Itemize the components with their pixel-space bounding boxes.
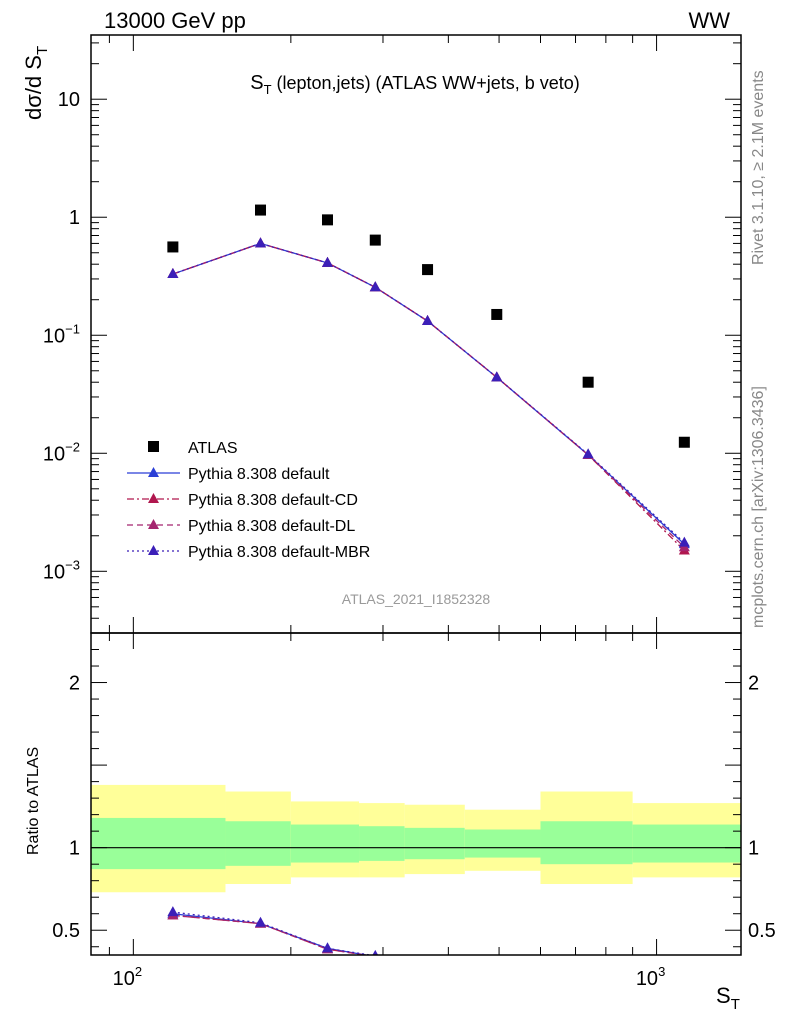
process-label: WW <box>688 8 730 33</box>
x-axis-label: ST <box>716 983 740 1013</box>
ratio-series-marker <box>167 906 179 917</box>
uncertainty-band-inner <box>632 824 741 863</box>
uncertainty-band-inner <box>359 826 405 861</box>
analysis-tag: ATLAS_2021_I1852328 <box>342 591 491 607</box>
uncertainty-band-inner <box>540 821 633 865</box>
series-marker <box>678 536 690 547</box>
uncertainty-band-inner <box>91 817 226 870</box>
legend: ATLAS Pythia 8.308 default Pythia 8.308 de… <box>127 440 370 561</box>
main-title-subscript: T <box>264 82 272 97</box>
ratio-y-tick-label-right: 1 <box>748 838 759 860</box>
rivet-version-label: Rivet 3.1.10, ≥ 2.1M events <box>750 70 767 265</box>
x-tick-label: 103 <box>636 964 665 990</box>
x-tick-label-base: 10 <box>636 968 658 990</box>
y-tick-label-base: 10 <box>43 561 65 583</box>
x-axis-label-subscript: T <box>731 996 740 1013</box>
ratio-series-marker <box>255 916 267 927</box>
uncertainty-band-inner <box>464 829 541 858</box>
uncertainty-band-inner <box>404 827 465 860</box>
atlas-data-point <box>167 241 179 253</box>
ratio-y-axis-label: Ratio to ATLAS <box>25 747 42 855</box>
atlas-data-point <box>422 264 434 276</box>
y-tick-label-exponent: −3 <box>65 557 80 572</box>
series-marker <box>369 281 381 292</box>
ratio-y-tick-label: 0.5 <box>52 920 80 942</box>
y-tick-label-base: 10 <box>43 443 65 465</box>
atlas-data-point <box>321 214 333 226</box>
uncertainty-band-inner <box>225 821 291 866</box>
legend-marker <box>148 545 159 555</box>
series-marker <box>255 237 267 248</box>
energy-label: 13000 GeV pp <box>104 8 246 33</box>
y-axis-label-main: dσ/d S <box>21 55 46 120</box>
y-tick-label: 10−2 <box>43 439 80 465</box>
main-title: ST (lepton,jets) (ATLAS WW+jets, b veto) <box>250 72 580 97</box>
series-marker <box>491 371 503 382</box>
main-title-text: (lepton,jets) (ATLAS WW+jets, b veto) <box>272 73 580 93</box>
series-line <box>172 242 685 551</box>
series-marker <box>167 268 179 279</box>
series-marker <box>321 256 333 267</box>
series-marker <box>582 448 594 459</box>
ratio-series-marker <box>321 942 333 953</box>
legend-label: Pythia 8.308 default-MBR <box>188 544 370 561</box>
atlas-data-point <box>255 204 267 216</box>
legend-label: ATLAS <box>188 440 238 457</box>
mcplots-label: mcplots.cern.ch [arXiv:1306.3436] <box>750 386 767 628</box>
series-marker <box>422 315 434 326</box>
main-title-symbol: S <box>250 72 263 94</box>
legend-label: Pythia 8.308 default-DL <box>188 518 355 535</box>
x-tick-label-exponent: 3 <box>658 964 665 979</box>
atlas-data-point <box>369 234 381 246</box>
main-panel: ST (lepton,jets) (ATLAS WW+jets, b veto)… <box>21 34 742 634</box>
y-tick-label-base: 10 <box>43 325 65 347</box>
legend-marker <box>148 493 159 503</box>
ratio-series-line <box>172 914 369 955</box>
main-data-marks <box>167 204 690 555</box>
legend-label: Pythia 8.308 default <box>188 466 330 483</box>
y-tick-label: 10−1 <box>43 321 80 347</box>
x-axis-label-main: S <box>716 983 731 1008</box>
y-tick-label: 10−3 <box>43 557 80 583</box>
atlas-data-point <box>491 308 503 320</box>
ratio-uncertainty-bands <box>91 784 741 893</box>
y-tick-label: 1 <box>69 207 80 229</box>
ratio-y-tick-label-right: 0.5 <box>748 920 776 942</box>
y-tick-label-exponent: −2 <box>65 439 80 454</box>
y-axis-label: dσ/d ST <box>21 46 51 120</box>
uncertainty-band-inner <box>290 824 360 863</box>
legend-swatch <box>148 441 159 452</box>
atlas-data-point <box>678 436 690 448</box>
legend-label: Pythia 8.308 default-CD <box>188 492 358 509</box>
x-tick-label-base: 10 <box>113 968 135 990</box>
y-tick-label: 10 <box>58 89 80 111</box>
x-tick-label-exponent: 2 <box>135 964 142 979</box>
y-tick-label-base: 1 <box>69 207 80 229</box>
y-tick-label-base: 10 <box>58 89 80 111</box>
y-axis-label-subscript: T <box>34 46 51 55</box>
ratio-series-marker <box>372 949 379 955</box>
atlas-data-point <box>582 376 594 388</box>
y-tick-label-exponent: −1 <box>65 321 80 336</box>
ratio-y-tick-label-right: 2 <box>748 673 759 695</box>
x-tick-label: 102 <box>113 964 142 990</box>
ratio-series-line <box>172 913 370 955</box>
ratio-y-tick-label: 1 <box>69 838 80 860</box>
ratio-frame <box>90 632 742 956</box>
legend-marker <box>148 467 159 477</box>
legend-marker <box>148 519 159 529</box>
ratio-y-tick-label: 2 <box>69 673 80 695</box>
series-line <box>172 242 685 548</box>
ratio-series-line <box>172 914 369 955</box>
ratio-data-marks <box>167 906 379 955</box>
